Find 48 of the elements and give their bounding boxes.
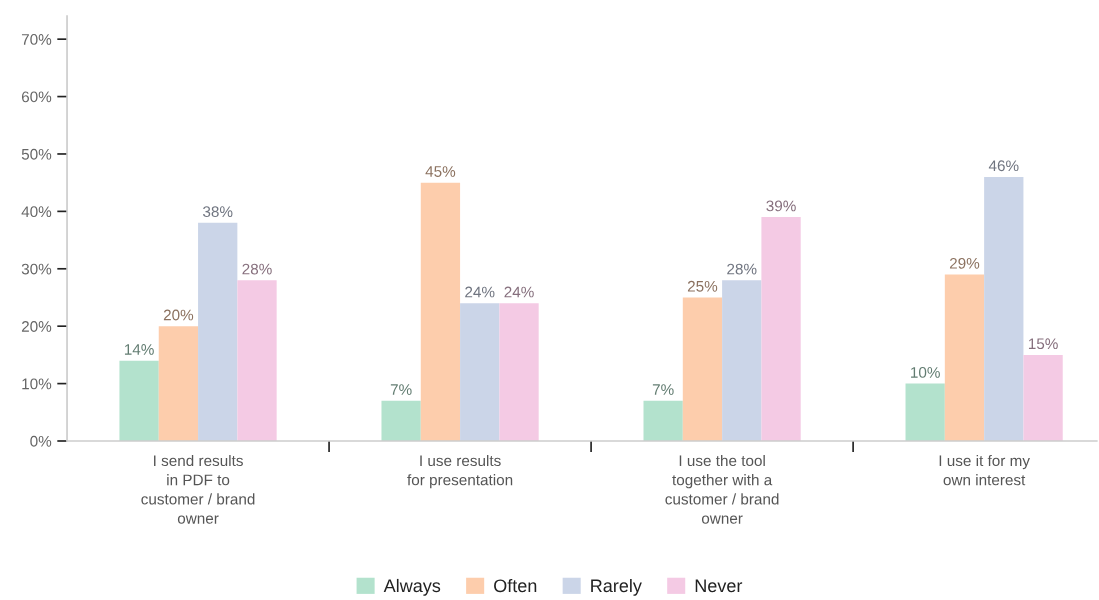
legend-label: Rarely (591, 578, 642, 596)
data-label: 24% (465, 286, 495, 298)
data-label: 29% (949, 257, 980, 269)
bar (499, 303, 539, 441)
bar (761, 217, 801, 441)
x-tick-label: I use it for my own interest (939, 454, 1030, 486)
data-label: 10% (911, 366, 940, 378)
bar (237, 280, 277, 441)
bar (984, 176, 1024, 441)
bar (158, 326, 199, 441)
bar (905, 383, 945, 441)
y-tick-label: 30% (21, 263, 52, 275)
bar (420, 182, 461, 441)
bar (198, 222, 238, 441)
data-label: 25% (687, 280, 718, 292)
y-tick-label: 0% (30, 435, 52, 447)
bar (682, 297, 723, 441)
data-label: 20% (163, 309, 194, 321)
data-label: 45% (425, 166, 456, 177)
legend-label: Never (695, 579, 743, 593)
x-tick-label: I use the tool together with a customer / brand owner (665, 454, 779, 524)
data-label: 46% (988, 160, 1019, 172)
bar (643, 400, 683, 441)
y-tick-label: 50% (21, 148, 52, 160)
x-tick-label: I use results for presentation (407, 454, 513, 489)
legend-label: Often (494, 578, 537, 593)
data-label: 14% (124, 344, 154, 355)
bar (1023, 354, 1063, 441)
y-tick-label: 70% (21, 34, 52, 45)
data-label: 38% (203, 206, 233, 218)
data-label: 24% (504, 286, 534, 298)
bar (722, 280, 762, 441)
data-label: 39% (766, 200, 796, 212)
y-tick-label: 60% (21, 91, 52, 103)
bar (944, 274, 985, 441)
y-tick-label: 40% (21, 206, 52, 218)
data-label: 28% (727, 263, 757, 275)
data-label: 28% (242, 263, 272, 275)
bar (381, 400, 421, 441)
y-tick-label: 20% (21, 321, 52, 332)
data-label: 7% (390, 384, 412, 395)
data-label: 15% (1028, 338, 1058, 350)
legend-label: Always (383, 578, 441, 596)
data-label: 7% (652, 384, 674, 395)
bar (460, 303, 500, 441)
y-tick-label: 10% (22, 378, 52, 390)
x-tick-label: I send results in PDF to customer / brand owner (141, 454, 255, 524)
bar (119, 360, 159, 441)
